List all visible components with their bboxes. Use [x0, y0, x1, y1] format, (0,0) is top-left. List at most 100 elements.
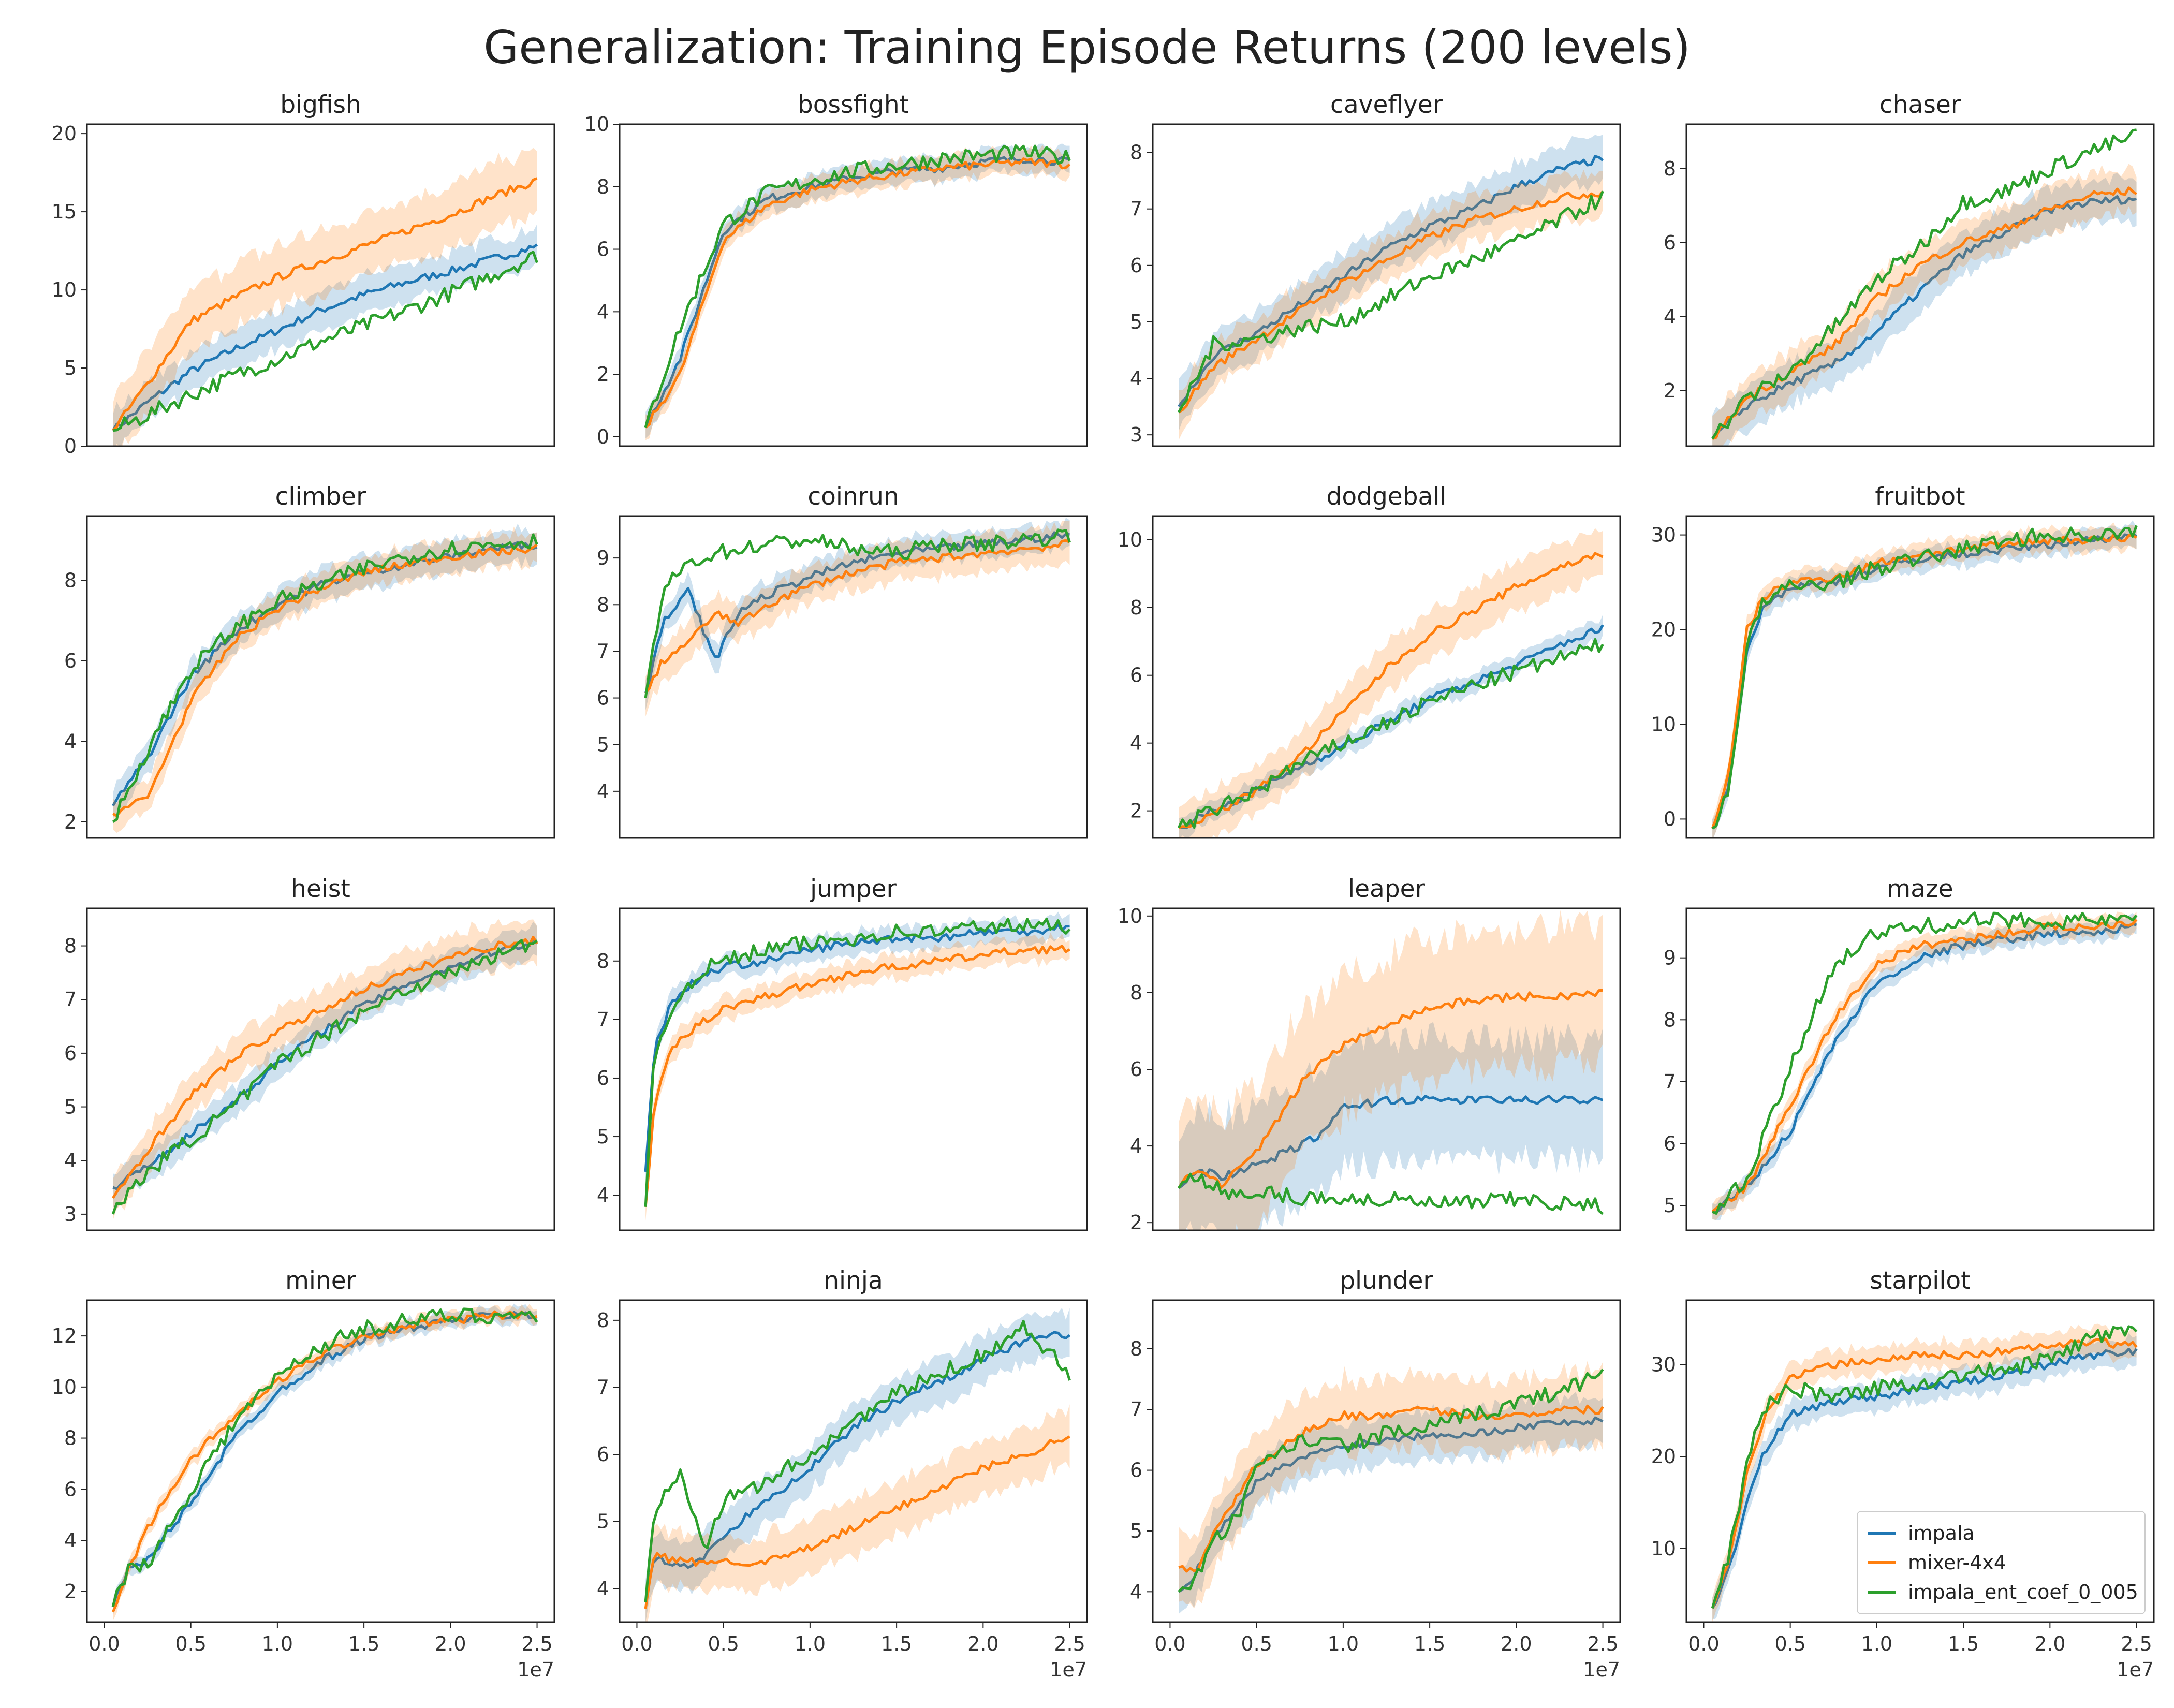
y-tick-label: 8: [1130, 141, 1142, 164]
y-tick-label: 5: [1130, 1520, 1142, 1542]
series-line-impala_ent_coef_0_005: [1711, 128, 2137, 440]
x-tick-label: 1.5: [1414, 1632, 1445, 1655]
x-tick-label: 1.0: [795, 1632, 826, 1655]
series-line-mixer-4x4: [1178, 1404, 1604, 1573]
confidence-band-mixer-4x4: [1179, 1361, 1603, 1609]
y-tick-label: 2: [1130, 1211, 1142, 1234]
subplot-climber: climber 2 4 6 8: [64, 482, 555, 839]
series-line-mixer-4x4: [644, 539, 1070, 695]
y-tick-label: 10: [1651, 1537, 1676, 1560]
x-tick-label: 0.0: [621, 1632, 652, 1655]
series-line-impala_ent_coef_0_005: [1177, 190, 1604, 413]
subplot-title: coinrun: [807, 482, 899, 511]
plot-frame: [1685, 907, 2155, 1231]
y-tick-label: 4: [597, 300, 609, 323]
subplot-ninja: ninja 4 5 6 7 8 0.0 0.5 1.0 1.5 2.0 2.5 1e7: [597, 1267, 1088, 1681]
x-tick-label: 1.5: [1948, 1632, 1979, 1655]
series-line-mixer-4x4: [644, 157, 1071, 429]
subplot-jumper: jumper 4 5 6 7 8: [597, 875, 1088, 1231]
confidence-band-impala: [1179, 1021, 1603, 1230]
confidence-band-impala: [1179, 614, 1603, 838]
subplot-fruitbot: fruitbot 0 10 20 30: [1651, 482, 2155, 839]
plot-frame: [1152, 907, 1621, 1231]
series-line-impala_ent_coef_0_005: [1178, 1368, 1604, 1593]
series-line-impala_ent_coef_0_005: [644, 144, 1071, 428]
subplot-title: caveflyer: [1330, 91, 1443, 119]
y-tick-label: 4: [597, 780, 609, 803]
y-tick-label: 6: [597, 1443, 609, 1466]
plot-frame: [86, 907, 555, 1231]
x-scale-label: 1e7: [1583, 1658, 1620, 1681]
y-tick-label: 6: [64, 650, 77, 672]
series-line-mixer-4x4: [644, 945, 1070, 1207]
series-line-mixer-4x4: [111, 1310, 538, 1613]
series-line-impala_ent_coef_0_005: [111, 1307, 538, 1607]
y-tick-label: 10: [1118, 905, 1142, 927]
subplot-title: fruitbot: [1875, 482, 1965, 511]
y-tick-label: 8: [64, 935, 77, 958]
plot-frame: [619, 907, 1088, 1231]
y-tick-label: 7: [64, 988, 77, 1011]
subplot-title: bossfight: [798, 91, 909, 119]
x-tick-label: 2.5: [2121, 1632, 2152, 1655]
y-tick-label: 0: [597, 425, 609, 448]
y-tick-label: 8: [1130, 596, 1142, 619]
series-line-impala: [1178, 1095, 1604, 1189]
subplot-title: ninja: [824, 1267, 883, 1295]
series-line-impala: [644, 1331, 1071, 1602]
x-tick-label: 1.0: [262, 1632, 293, 1655]
legend-box: [1857, 1511, 2146, 1614]
y-tick-label: 6: [1664, 1132, 1676, 1155]
y-tick-label: 6: [1130, 254, 1142, 277]
y-tick-label: 6: [64, 1478, 77, 1500]
legend: impala mixer-4x4 impala_ent_coef_0_005: [1857, 1511, 2146, 1614]
y-tick-label: 3: [1130, 423, 1142, 446]
y-tick-label: 5: [64, 357, 77, 379]
y-tick-label: 7: [597, 1376, 609, 1398]
subplot-title: leaper: [1348, 875, 1426, 903]
y-tick-label: 2: [1664, 379, 1676, 402]
y-tick-label: 10: [52, 1376, 77, 1398]
y-tick-label: 10: [52, 278, 77, 301]
plot-frame: [1152, 515, 1621, 839]
y-tick-label: 6: [1664, 231, 1676, 254]
legend-label: impala: [1908, 1522, 1975, 1544]
series-line-impala_ent_coef_0_005: [1711, 525, 2138, 830]
y-tick-label: 8: [597, 175, 609, 198]
y-tick-label: 8: [597, 950, 609, 973]
y-tick-label: 7: [1130, 1398, 1142, 1421]
plot-frame: [1685, 1299, 2155, 1623]
subplot-miner: miner 2 4 6 8 10 12 0.0 0.5 1.0 1.5 2.0 2.5 1e7: [52, 1267, 555, 1681]
y-tick-label: 5: [597, 1125, 609, 1148]
y-tick-label: 4: [597, 1184, 609, 1206]
x-tick-label: 0.5: [175, 1632, 206, 1655]
y-tick-label: 0: [64, 435, 77, 458]
y-tick-label: 8: [597, 593, 609, 616]
plot-frame: [86, 515, 555, 839]
x-tick-label: 0.5: [708, 1632, 739, 1655]
x-tick-label: 0.0: [1154, 1632, 1185, 1655]
series-line-mixer-4x4: [112, 935, 538, 1199]
plot-frame: [619, 123, 1088, 447]
y-tick-label: 9: [597, 547, 609, 569]
x-tick-label: 2.5: [1054, 1632, 1085, 1655]
y-tick-label: 8: [1130, 981, 1142, 1004]
subplot-title: heist: [291, 875, 350, 903]
y-tick-label: 3: [64, 1203, 77, 1226]
y-tick-label: 2: [64, 1580, 77, 1603]
y-tick-label: 7: [1130, 198, 1142, 220]
y-tick-label: 5: [597, 1510, 609, 1533]
y-tick-label: 8: [1130, 1337, 1142, 1360]
x-tick-label: 2.5: [521, 1632, 552, 1655]
x-scale-label: 1e7: [1050, 1658, 1087, 1681]
confidence-band-impala: [645, 143, 1070, 438]
series-line-mixer-4x4: [1178, 989, 1603, 1189]
y-tick-label: 6: [597, 1067, 609, 1089]
series-line-impala_ent_coef_0_005: [644, 528, 1071, 698]
subplot-dodgeball: dodgeball 2 4 6 8 10: [1118, 482, 1621, 839]
plot-frame: [1685, 123, 2155, 447]
y-tick-label: 6: [1130, 664, 1142, 687]
subplot-title: maze: [1887, 875, 1953, 903]
y-tick-label: 8: [64, 569, 77, 592]
